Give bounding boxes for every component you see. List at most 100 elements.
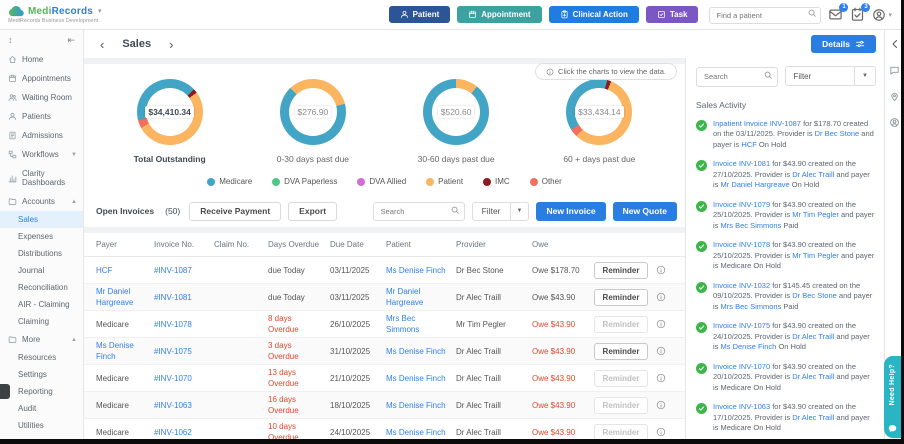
reminder-button[interactable]: Reminder [594,370,648,387]
donut-ring[interactable]: $276.90 [280,79,346,145]
sidebar-item-patients[interactable]: Patients [0,107,83,126]
activity-provider-link[interactable]: Dr Alec Traill [792,372,834,381]
patient-button[interactable]: Patient [389,6,451,23]
patient-cell[interactable]: Ms Denise Finch [386,346,456,357]
activity-provider-link[interactable]: Mr Tim Pegler [792,251,839,260]
sidebar-item-audit[interactable]: Audit [0,400,83,417]
activity-provider-link[interactable]: Dr Bec Stone [792,291,837,300]
info-icon[interactable] [656,346,666,356]
clinical-action-button[interactable]: Clinical Action [549,6,639,23]
invoice-no-cell[interactable]: #INV-1063 [154,400,214,411]
patient-search-input[interactable] [709,7,821,24]
activity-provider-link[interactable]: Dr Alec Traill [792,170,834,179]
patient-cell[interactable]: Ms Denise Finch [386,373,456,384]
reminder-button[interactable]: Reminder [594,397,648,414]
donut-ring[interactable]: $520.60 [423,79,489,145]
receive-payment-button[interactable]: Receive Payment [189,202,281,221]
info-icon[interactable] [656,400,666,410]
invoice-no-cell[interactable]: #INV-1087 [154,265,214,276]
sidebar-item-utilities[interactable]: Utilities [0,417,83,434]
invoice-no-cell[interactable]: #INV-1075 [154,346,214,357]
info-icon[interactable] [656,265,666,275]
patient-cell[interactable]: Ms Denise Finch [386,400,456,411]
feedback-tab[interactable] [0,384,10,399]
sidebar-item-waiting-room[interactable]: Waiting Room [0,88,83,107]
sidebar-collapse-icon[interactable]: ⇤ [67,35,75,46]
activity-invoice-link[interactable]: Invoice INV-1078 [713,240,770,249]
sidebar-item-air-claiming[interactable]: AIR - Claiming [0,296,83,313]
activity-invoice-link[interactable]: Invoice INV-1063 [713,402,770,411]
pin-icon[interactable] [889,91,900,102]
chat-icon[interactable] [889,65,900,76]
info-icon[interactable] [656,427,666,437]
invoice-no-cell[interactable]: #INV-1081 [154,292,214,303]
tasks-button[interactable]: 3 [850,7,865,22]
invoice-filter-dropdown[interactable]: Filter ▼ [472,202,530,221]
donut-ring[interactable]: $33,434.14 [566,79,632,145]
sidebar-item-sales[interactable]: Sales [0,211,83,228]
activity-provider-link[interactable]: Dr Alec Traill [792,332,834,341]
invoice-no-cell[interactable]: #INV-1070 [154,373,214,384]
info-icon[interactable] [656,292,666,302]
payer-cell[interactable]: Ms Denise Finch [96,340,154,362]
activity-payer-link[interactable]: Ms Denise Finch [721,342,777,351]
reminder-button[interactable]: Reminder [594,262,648,279]
activity-invoice-link[interactable]: Invoice INV-1075 [713,321,770,330]
reminder-button[interactable]: Reminder [594,289,648,306]
sidebar-item-reconciliation[interactable]: Reconciliation [0,279,83,296]
sidebar-item-clarity-dashboards[interactable]: Clarity Dashboards [0,164,83,192]
sidebar-reorder-icon[interactable]: ↕ [8,35,13,46]
details-button[interactable]: Details [811,35,876,53]
sidebar-item-reporting[interactable]: Reporting [0,383,83,400]
brand-block[interactable]: MediRecords ▾ MediRecords Business Devel… [8,6,102,24]
activity-provider-link[interactable]: Dr Bec Stone [815,129,860,138]
sidebar-item-claiming[interactable]: Claiming [0,313,83,330]
nav-back-chevron[interactable]: ‹ [90,37,114,52]
sidebar-item-journal[interactable]: Journal [0,262,83,279]
activity-invoice-link[interactable]: Invoice INV-1081 [713,159,770,168]
need-help-tab[interactable]: Need Help? [884,356,901,438]
patient-cell[interactable]: Ms Denise Finch [386,427,456,438]
task-button[interactable]: Task [646,6,699,23]
new-invoice-button[interactable]: New Invoice [536,202,605,221]
brand-chevron-down-icon[interactable]: ▾ [98,7,102,15]
new-quote-button[interactable]: New Quote [613,202,677,221]
activity-payer-link[interactable]: Mrs Bec Simmons [721,221,782,230]
donut-ring[interactable]: $34,410.34 [137,79,203,145]
sidebar-item-expenses[interactable]: Expenses [0,228,83,245]
activity-invoice-link[interactable]: Invoice INV-1079 [713,200,770,209]
sidebar-item-appointments[interactable]: Appointments [0,69,83,88]
activity-payer-link[interactable]: Mrs Bec Simmons [721,302,782,311]
reminder-button[interactable]: Reminder [594,343,648,360]
info-icon[interactable] [656,373,666,383]
sidebar-item-admissions[interactable]: Admissions [0,126,83,145]
sidebar-item-settings[interactable]: Settings [0,366,83,383]
patient-cell[interactable]: Ms Denise Finch [386,265,456,276]
export-button[interactable]: Export [288,202,337,221]
sidebar-item-resources[interactable]: Resources [0,349,83,366]
invoice-no-cell[interactable]: #INV-1078 [154,319,214,330]
payer-cell[interactable]: HCF [96,265,154,276]
nav-forward-chevron[interactable]: › [159,37,183,52]
mail-button[interactable]: 1 [828,7,843,22]
activity-filter-dropdown[interactable]: Filter ▼ [785,66,877,86]
patient-cell[interactable]: Mrs Bec Simmons [386,313,456,335]
sidebar-item-more[interactable]: More▲ [0,330,83,349]
sidebar-item-home[interactable]: Home [0,50,83,69]
payer-cell[interactable]: Mr Daniel Hargreave [96,286,154,308]
account-menu-button[interactable]: ▾ [872,8,892,22]
activity-provider-link[interactable]: Mr Tim Pegler [792,210,839,219]
activity-payer-link[interactable]: Mr Daniel Hargreave [721,180,790,189]
sidebar-item-distributions[interactable]: Distributions [0,245,83,262]
sidebar-item-accounts[interactable]: Accounts▲ [0,192,83,211]
patient-cell[interactable]: Mr Daniel Hargreave [386,286,456,308]
info-icon[interactable] [656,319,666,329]
reminder-button[interactable]: Reminder [594,424,648,441]
invoice-no-cell[interactable]: #INV-1062 [154,427,214,438]
activity-provider-link[interactable]: Dr Alec Traill [792,413,834,422]
activity-invoice-link[interactable]: Invoice INV-1070 [713,362,770,371]
sidebar-item-workflows[interactable]: Workflows▼ [0,145,83,164]
activity-invoice-link[interactable]: Invoice INV-1032 [713,281,770,290]
activity-invoice-link[interactable]: Inpatient Invoice INV-1087 [713,119,801,128]
reminder-button[interactable]: Reminder [594,316,648,333]
